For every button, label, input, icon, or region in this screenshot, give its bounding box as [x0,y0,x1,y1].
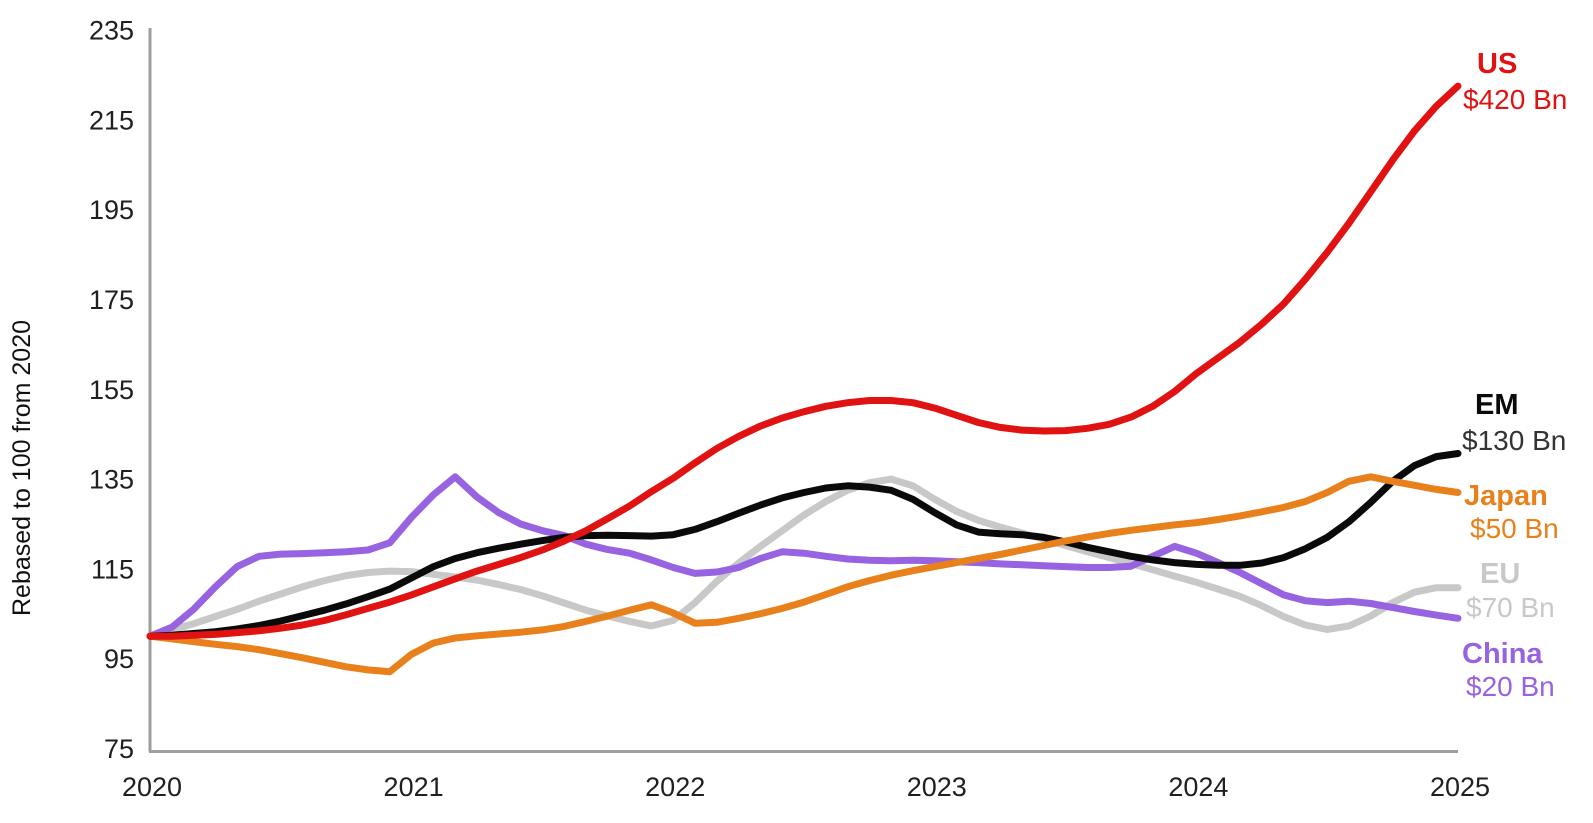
x-tick-label-2020: 2020 [122,772,182,802]
series-line-china [146,473,1462,640]
y-tick-label-115: 115 [91,554,134,584]
series-annotations: EU$70 Bn China$20 Bn EM $130 Bn Japan$50 Bn U… [1462,48,1567,702]
x-tick-label-2022: 2022 [645,772,705,802]
x-tick-label-2021: 2021 [384,772,444,802]
y-tick-label-155: 155 [89,375,134,405]
series-line-em [146,450,1462,640]
x-tick-label-2024: 2024 [1168,772,1228,802]
y-tick-label-95: 95 [104,644,134,674]
series-label-em: EM [1475,389,1519,421]
series-label-eu: EU [1480,558,1520,590]
series-label-china: China [1462,638,1543,670]
series-amount-eu: $70 Bn [1466,592,1555,623]
y-tick-label-175: 175 [89,285,134,315]
x-tick-label-2025: 2025 [1430,772,1490,802]
y-tick-label-215: 215 [89,105,134,135]
axes [148,28,1458,753]
y-tick-label-195: 195 [89,195,134,225]
axis-tick-labels: 75 95 115 135 155 175 195 215 235 2020 2021 2022 202… [89,16,1490,803]
x-tick-label-2023: 2023 [907,772,967,802]
series-line-us [146,82,1462,640]
series-amount-us: $420 Bn [1463,84,1567,115]
series-amount-em: $130 Bn [1462,425,1566,456]
series-line-eu [146,475,1462,640]
y-axis-title: Rebased to 100 from 2020 [8,320,36,616]
y-tick-label-235: 235 [89,16,134,46]
y-tick-label-135: 135 [89,465,134,495]
series-label-us: US [1477,48,1517,80]
series-amount-china: $20 Bn [1466,671,1555,702]
series-label-japan: Japan [1464,480,1548,512]
series-line-japan [146,473,1462,676]
series-amount-japan: $50 Bn [1470,513,1559,544]
series-lines [146,82,1462,676]
y-tick-label-75: 75 [104,734,134,764]
